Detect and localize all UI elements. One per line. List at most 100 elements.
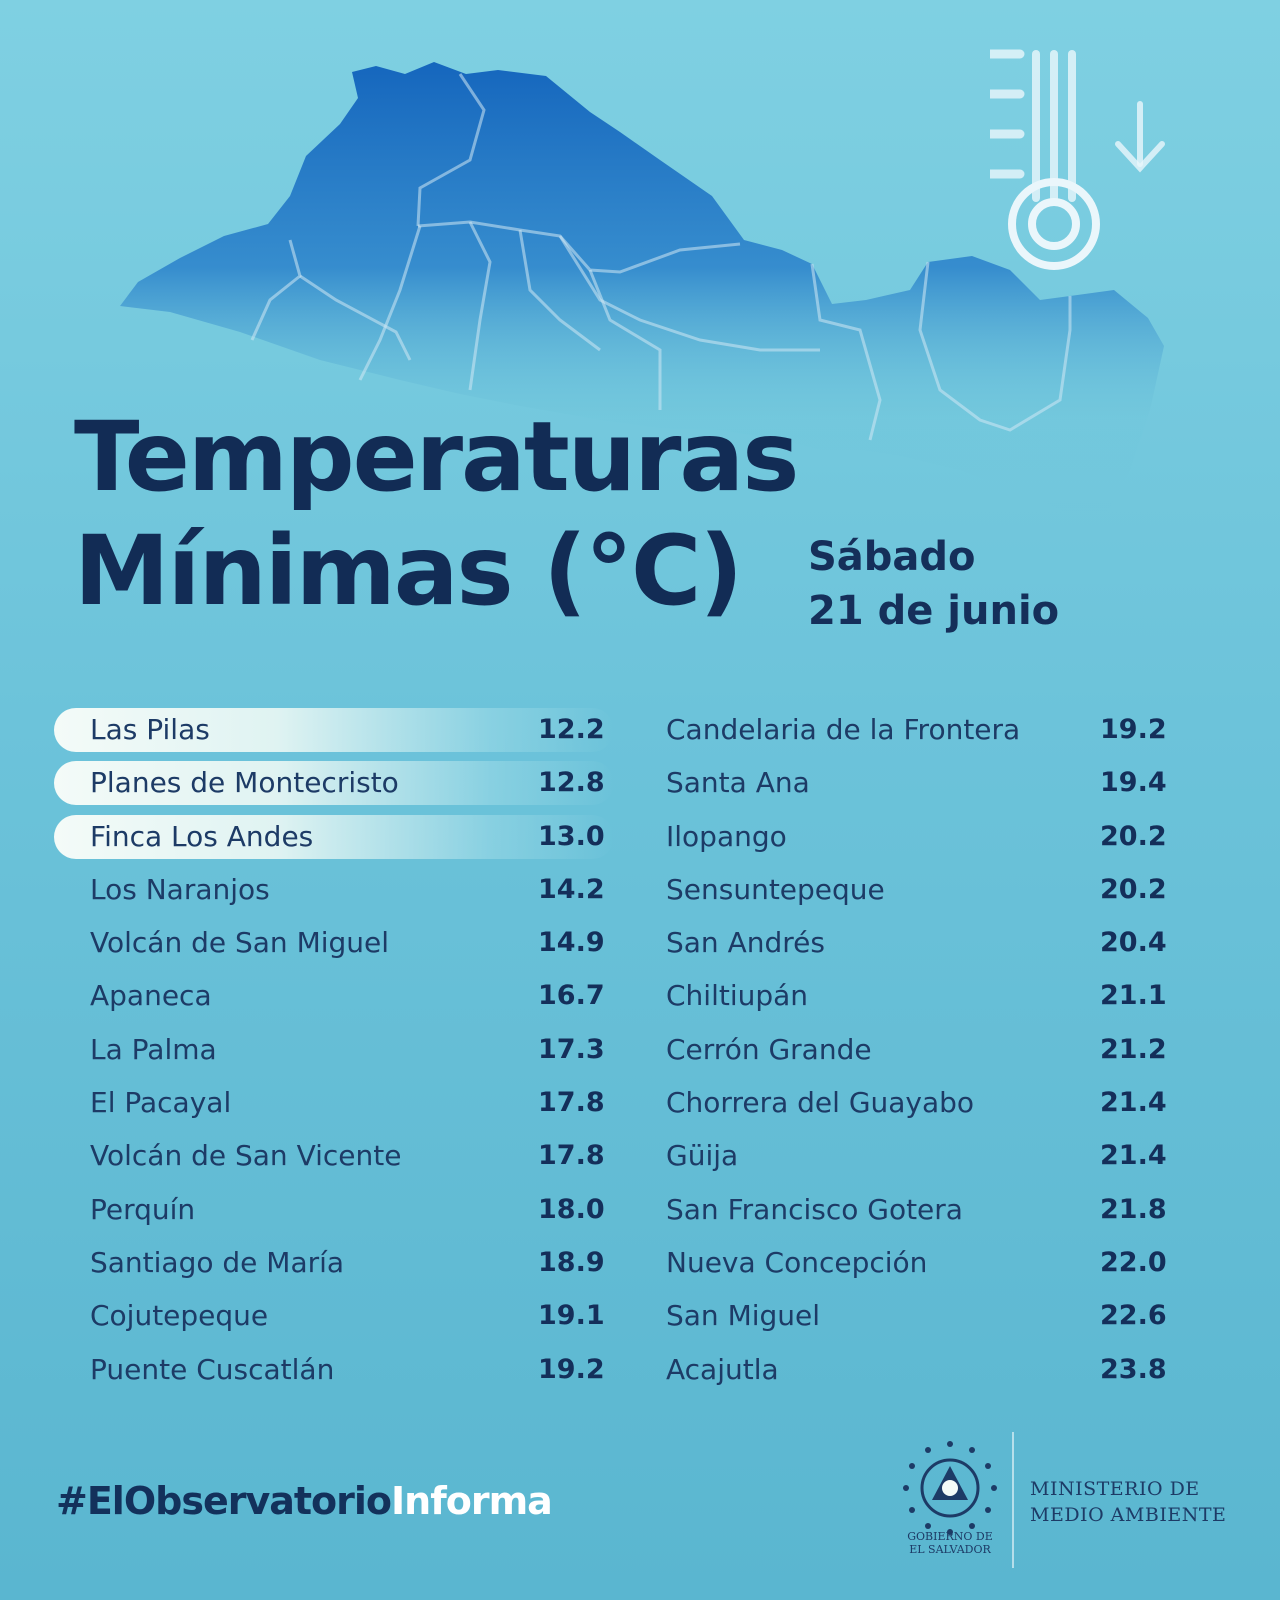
list-item: Acajutla 23.8 (630, 1346, 1190, 1399)
station-name: Nueva Concepción (666, 1245, 928, 1279)
station-name: San Francisco Gotera (666, 1192, 963, 1226)
list-item: Güija 21.4 (630, 1132, 1190, 1185)
station-name: Santiago de María (90, 1245, 345, 1279)
ministry-line-1: MINISTERIO DE (1030, 1478, 1200, 1500)
station-temp: 22.0 (1100, 1246, 1167, 1278)
station-temp: 19.2 (538, 1353, 605, 1385)
station-temp: 23.8 (1100, 1353, 1167, 1385)
station-temp: 21.1 (1100, 980, 1167, 1012)
station-name: Volcán de San Miguel (90, 926, 390, 960)
station-name: Acajutla (666, 1352, 779, 1386)
title-line-1: Temperaturas (74, 401, 799, 513)
list-item: Santiago de María 18.9 (54, 1239, 614, 1292)
list-item: Puente Cuscatlán 19.2 (54, 1346, 614, 1399)
station-temp: 12.2 (538, 714, 605, 745)
station-temp: 21.4 (1100, 1087, 1167, 1119)
list-item: Planes de Montecristo 12.8 (54, 759, 614, 812)
stations-list-right: Candelaria de la Frontera 19.2 Santa Ana… (630, 706, 1190, 1399)
ministry-line-2: MEDIO AMBIENTE (1030, 1504, 1227, 1526)
station-temp: 18.0 (538, 1193, 605, 1225)
list-item: Volcán de San Vicente 17.8 (54, 1132, 614, 1185)
list-item: Cerrón Grande 21.2 (630, 1026, 1190, 1079)
station-temp: 21.2 (1100, 1033, 1167, 1065)
government-label: GOBIERNO DE EL SALVADOR (880, 1530, 1020, 1556)
gov-line-1: GOBIERNO DE (907, 1530, 993, 1543)
station-temp: 20.4 (1100, 927, 1167, 959)
station-name: Finca Los Andes (90, 819, 314, 853)
list-item: Nueva Concepción 22.0 (630, 1239, 1190, 1292)
station-name: Candelaria de la Frontera (666, 713, 1021, 746)
station-temp: 21.4 (1100, 1140, 1167, 1172)
list-item: San Andrés 20.4 (630, 919, 1190, 972)
station-name: Ilopango (666, 819, 787, 853)
page-title: Temperaturas Mínimas (°C) (74, 400, 799, 628)
list-item: Sensuntepeque 20.2 (630, 866, 1190, 919)
highlight-pill (54, 708, 614, 752)
hashtag-part-1: #ElObservatorio (56, 1479, 392, 1523)
station-temp: 12.8 (538, 767, 605, 799)
list-item: Las Pilas 12.2 (54, 706, 614, 759)
list-item: Chiltiupán 21.1 (630, 972, 1190, 1025)
station-temp: 17.8 (538, 1140, 605, 1172)
station-name: Los Naranjos (90, 872, 270, 906)
station-temp: 14.2 (538, 873, 605, 905)
stations-list-left: Las Pilas 12.2 Planes de Montecristo 12.… (54, 706, 614, 1399)
station-name: Apaneca (90, 979, 212, 1013)
station-temp: 13.0 (538, 820, 605, 852)
list-item: La Palma 17.3 (54, 1026, 614, 1079)
station-name: Sensuntepeque (666, 872, 885, 906)
station-temp: 19.2 (1100, 714, 1167, 745)
station-temp: 20.2 (1100, 820, 1167, 852)
station-temp: 20.2 (1100, 873, 1167, 905)
station-temp: 19.1 (538, 1300, 605, 1332)
list-item: Chorrera del Guayabo 21.4 (630, 1079, 1190, 1132)
list-item: San Miguel 22.6 (630, 1292, 1190, 1345)
station-name: Chorrera del Guayabo (666, 1086, 975, 1120)
station-name: Perquín (90, 1192, 196, 1226)
station-name: Cojutepeque (90, 1299, 269, 1333)
station-temp: 18.9 (538, 1246, 605, 1278)
title-line-2: Mínimas (°C) (74, 515, 743, 627)
list-item: Cojutepeque 19.1 (54, 1292, 614, 1345)
station-name: Puente Cuscatlán (90, 1352, 335, 1386)
list-item: Volcán de San Miguel 14.9 (54, 919, 614, 972)
highlight-pill (54, 814, 614, 859)
ministry-label: MINISTERIO DE MEDIO AMBIENTE (1030, 1476, 1226, 1528)
gov-line-2: EL SALVADOR (909, 1543, 991, 1556)
list-item: El Pacayal 17.8 (54, 1079, 614, 1132)
list-item: Apaneca 16.7 (54, 972, 614, 1025)
station-name: Volcán de San Vicente (90, 1139, 402, 1173)
government-seal-icon (903, 1441, 997, 1535)
thermometer-down-icon (990, 49, 1165, 270)
station-temp: 22.6 (1100, 1300, 1167, 1332)
date-day: Sábado (808, 534, 976, 580)
highlight-pill (54, 761, 614, 806)
station-temp: 17.8 (538, 1087, 605, 1119)
station-temp: 17.3 (538, 1033, 605, 1065)
list-item: Santa Ana 19.4 (630, 759, 1190, 812)
station-name: San Miguel (666, 1299, 821, 1333)
list-item: Perquín 18.0 (54, 1186, 614, 1239)
station-name: Las Pilas (90, 713, 210, 746)
el-salvador-map-icon (120, 62, 1164, 520)
hashtag: #ElObservatorioInforma (56, 1474, 553, 1528)
list-item: Candelaria de la Frontera 19.2 (630, 706, 1190, 759)
list-item: Ilopango 20.2 (630, 813, 1190, 866)
date-date: 21 de junio (808, 588, 1060, 634)
station-name: Cerrón Grande (666, 1032, 872, 1066)
date-block: Sábado 21 de junio (808, 530, 1059, 638)
station-name: Chiltiupán (666, 979, 809, 1013)
station-temp: 19.4 (1100, 767, 1167, 799)
station-name: La Palma (90, 1032, 217, 1066)
list-item: Los Naranjos 14.2 (54, 866, 614, 919)
station-name: Planes de Montecristo (90, 766, 399, 800)
station-name: El Pacayal (90, 1086, 232, 1120)
station-name: Santa Ana (666, 766, 810, 800)
list-item: San Francisco Gotera 21.8 (630, 1186, 1190, 1239)
station-temp: 14.9 (538, 927, 605, 959)
list-item: Finca Los Andes 13.0 (54, 813, 614, 866)
divider (1012, 1432, 1014, 1568)
station-temp: 16.7 (538, 980, 605, 1012)
station-name: Güija (666, 1139, 739, 1173)
hashtag-part-2: Informa (391, 1479, 553, 1523)
